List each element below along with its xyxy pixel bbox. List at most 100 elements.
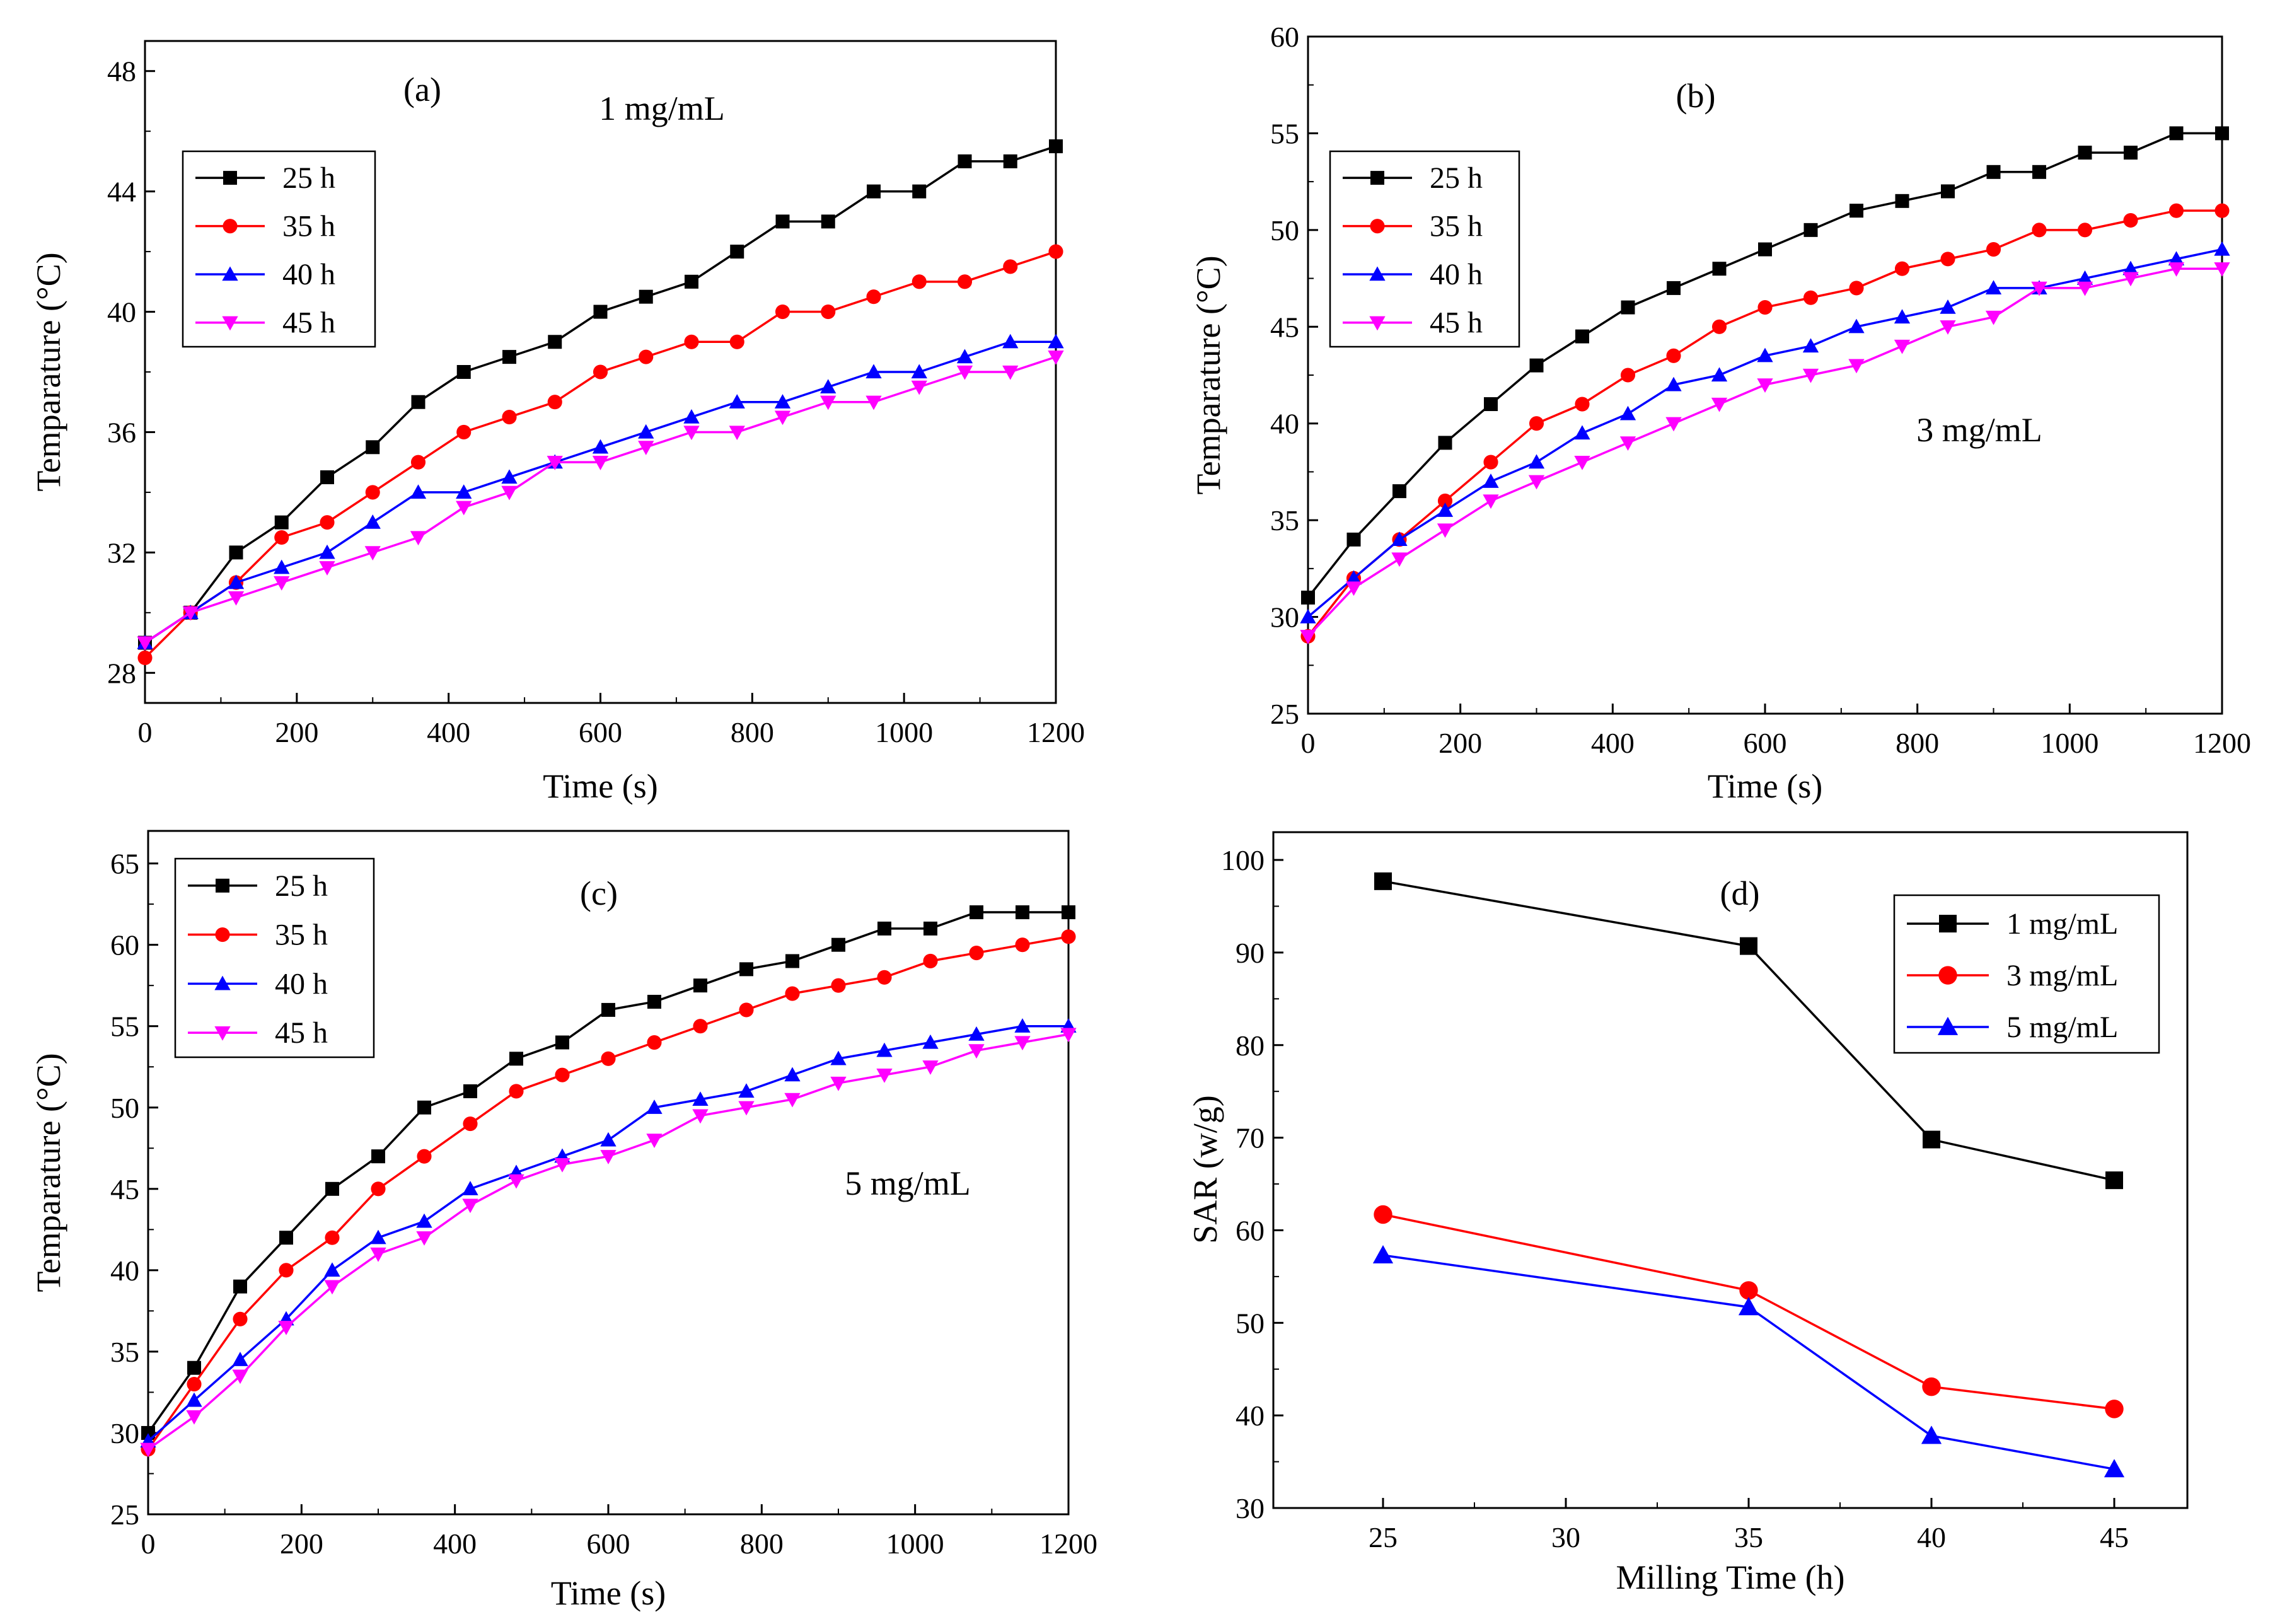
data-point: [1528, 454, 1545, 469]
data-point: [831, 937, 845, 952]
data-point: [137, 636, 153, 651]
data-point: [1003, 259, 1018, 274]
data-point: [646, 1134, 663, 1149]
data-point: [1391, 531, 1408, 546]
legend-label: 25 h: [1430, 161, 1483, 195]
data-point: [739, 962, 753, 977]
data-point: [647, 1035, 662, 1050]
data-point: [1619, 436, 1636, 451]
x-tick-label: 800: [740, 1528, 784, 1560]
data-point: [1894, 309, 1911, 324]
data-point: [274, 530, 289, 545]
legend-marker: [1369, 266, 1386, 281]
series-45-h: [1300, 262, 2230, 644]
data-point: [1985, 310, 2002, 325]
series-25-h: [141, 905, 1075, 1440]
data-point: [364, 514, 381, 529]
legend-marker: [1938, 966, 1957, 985]
data-point: [958, 154, 972, 168]
data-point: [278, 1321, 294, 1335]
x-tick-label: 200: [275, 716, 318, 748]
data-point: [417, 1100, 431, 1115]
data-point: [1738, 1297, 1759, 1316]
data-point: [877, 921, 891, 936]
panel-label: (a): [403, 71, 441, 108]
data-point: [1894, 339, 1911, 354]
series-line: [144, 356, 1056, 644]
data-point: [1803, 290, 1819, 305]
data-point: [456, 484, 472, 499]
data-point: [912, 274, 927, 289]
data-point: [463, 1116, 478, 1132]
y-tick-label: 48: [107, 55, 136, 88]
data-point: [186, 1392, 202, 1407]
data-point: [1620, 368, 1636, 383]
data-point: [502, 350, 516, 364]
data-point: [462, 1198, 478, 1214]
data-point: [600, 1150, 617, 1164]
legend-label: 35 h: [1430, 210, 1483, 243]
data-point: [2104, 1459, 2125, 1478]
data-point: [2032, 223, 2047, 238]
data-point: [1940, 320, 1956, 335]
data-point: [140, 1442, 156, 1458]
data-point: [509, 1052, 523, 1066]
series-line: [1382, 1254, 2115, 1471]
legend-label: 45 h: [1430, 306, 1483, 340]
data-point: [324, 1262, 340, 1277]
data-point: [685, 274, 698, 289]
data-point: [1483, 473, 1499, 488]
legend-box: [1329, 150, 1520, 348]
data-point: [1803, 223, 1818, 237]
data-point: [2168, 262, 2185, 277]
data-point: [968, 1026, 985, 1041]
data-point: [2214, 241, 2230, 256]
data-point: [831, 978, 846, 993]
data-point: [1048, 351, 1064, 365]
data-point: [508, 1174, 524, 1189]
legend-label: 3 mg/mL: [2006, 959, 2118, 992]
data-point: [1438, 436, 1452, 450]
data-point: [2122, 272, 2139, 287]
data-point: [2078, 146, 2092, 160]
data-point: [738, 1101, 755, 1116]
data-point: [1002, 334, 1019, 349]
data-point: [1894, 261, 1910, 276]
x-tick-label: 45: [2100, 1521, 2129, 1553]
data-point: [866, 289, 881, 304]
y-tick-label: 30: [1270, 601, 1299, 634]
data-point: [692, 1109, 709, 1124]
data-point: [456, 424, 472, 440]
data-point: [1667, 281, 1681, 295]
legend: 25 h 35 h 40 h 45 h: [1329, 150, 1520, 348]
data-point: [233, 1311, 248, 1326]
data-point: [693, 1019, 708, 1034]
data-point: [774, 394, 791, 409]
data-point: [319, 544, 335, 559]
data-point: [1002, 365, 1019, 380]
data-point: [366, 440, 380, 455]
y-tick-label: 40: [1236, 1400, 1265, 1432]
data-point: [547, 456, 563, 470]
legend-marker: [214, 975, 231, 990]
data-point: [2076, 270, 2093, 285]
data-point: [876, 1069, 893, 1083]
y-tick-label: 25: [110, 1499, 139, 1531]
panel-label: (d): [1720, 874, 1760, 912]
plot-frame: [1307, 35, 2223, 715]
data-point: [1062, 905, 1075, 920]
data-point: [2168, 203, 2184, 218]
legend-label: 40 h: [275, 967, 328, 1000]
legend-marker: [1937, 1016, 1959, 1035]
data-point: [593, 304, 608, 319]
data-point: [592, 456, 609, 470]
data-point: [1986, 241, 2001, 257]
data-point: [638, 441, 654, 455]
data-point: [2168, 251, 2185, 266]
y-tick-label: 55: [110, 1011, 139, 1043]
data-point: [2214, 262, 2230, 277]
x-tick-label: 30: [1551, 1521, 1580, 1553]
data-point: [593, 364, 608, 380]
series-3-mg-ml: [1374, 1205, 2124, 1418]
legend-box: [182, 150, 376, 348]
